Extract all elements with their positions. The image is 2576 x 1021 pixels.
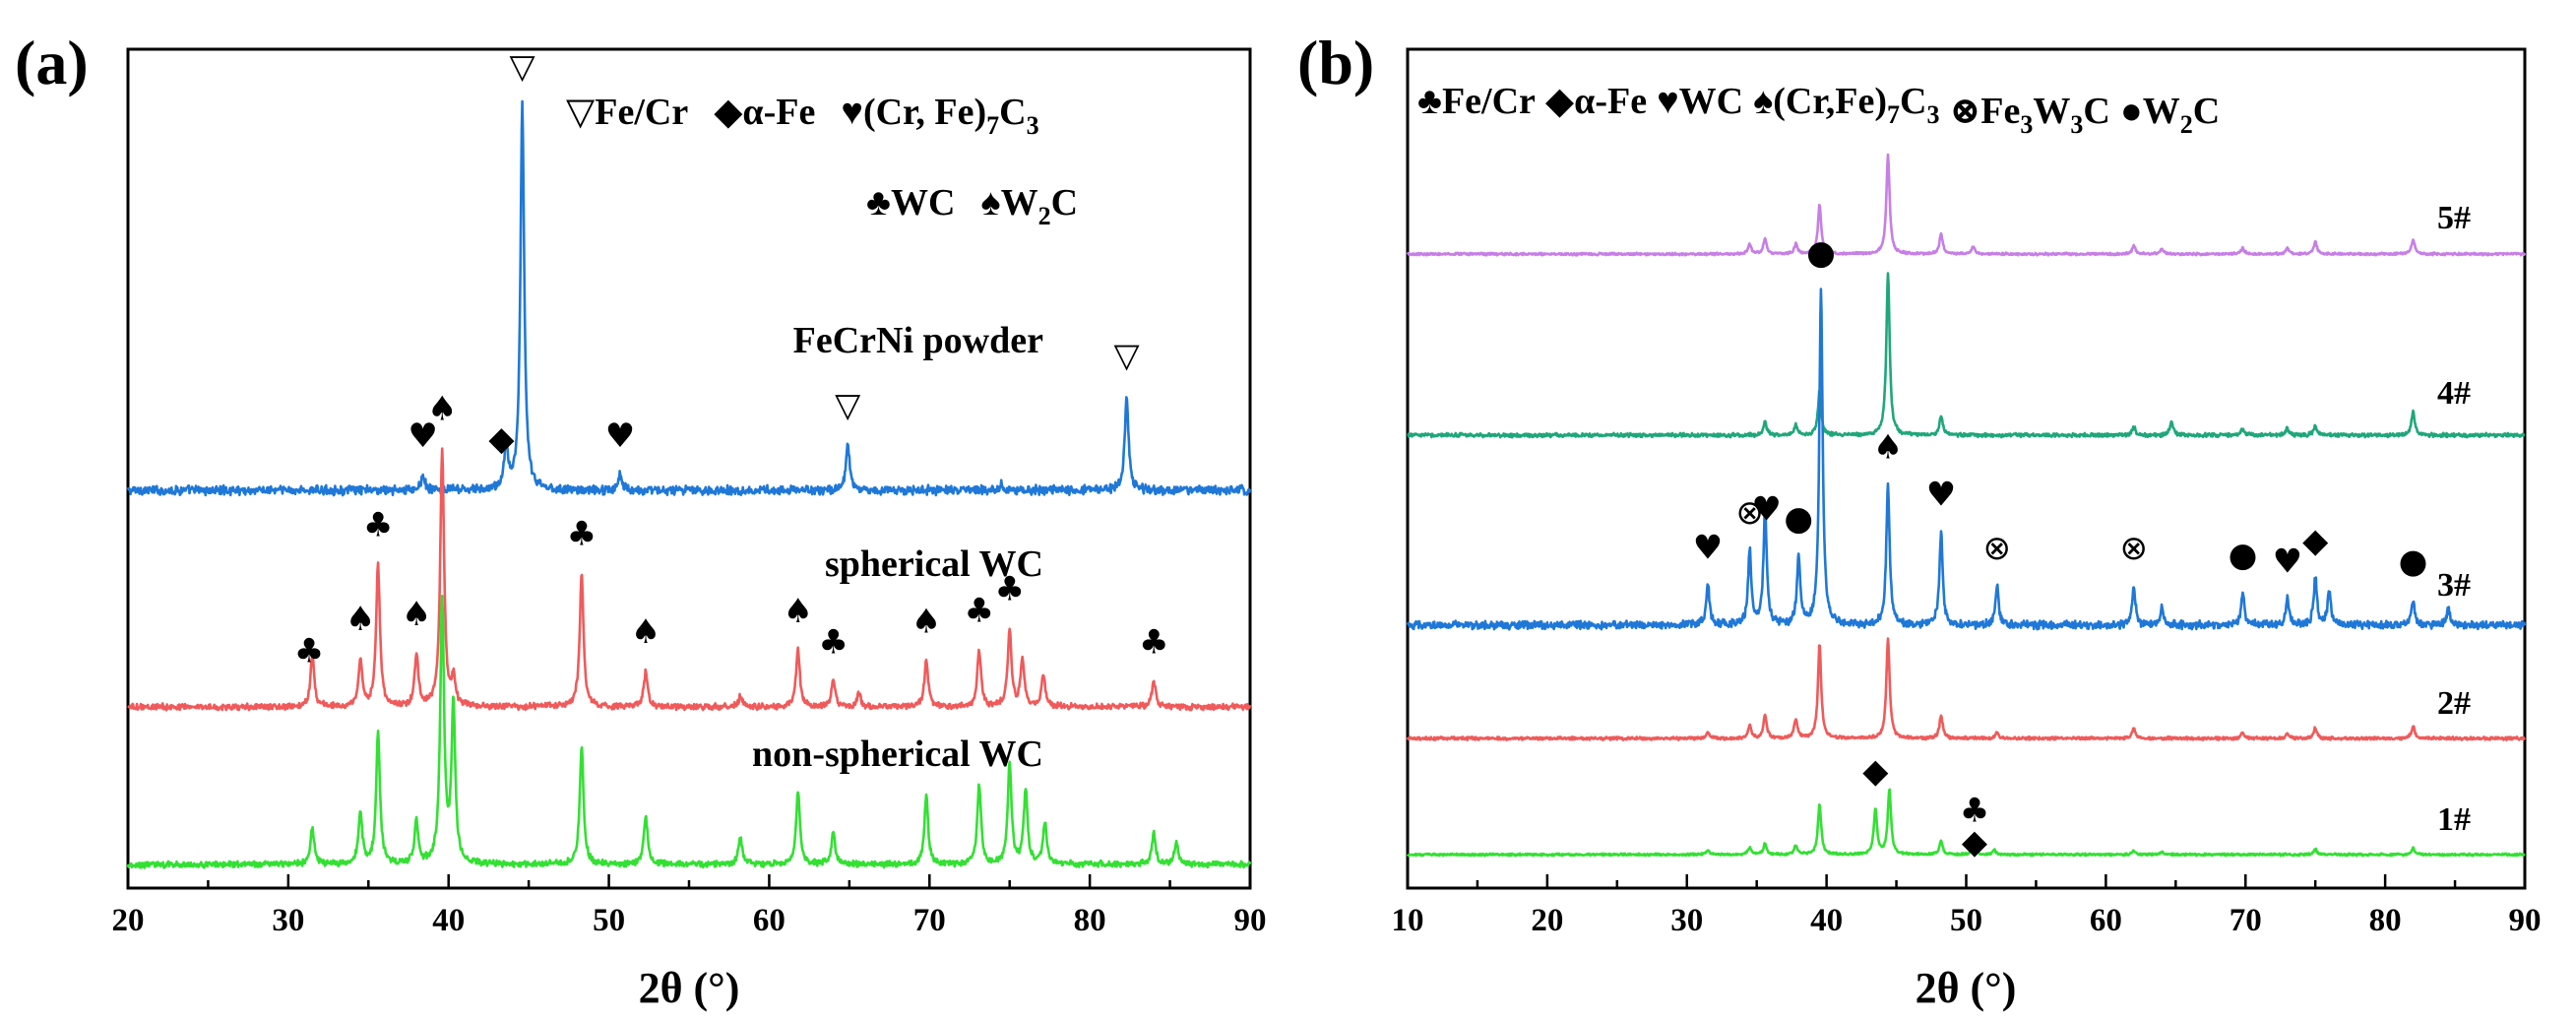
panel-b-letter: (b) <box>1297 28 1374 97</box>
series-label: 3# <box>2437 567 2471 604</box>
peak-marker: ◆ <box>2302 522 2329 561</box>
x-tick-label: 50 <box>593 903 625 938</box>
peak-marker: ♥ <box>2273 542 2302 581</box>
series-label: 4# <box>2437 375 2471 412</box>
peak-marker: ⊗ <box>1735 493 1764 533</box>
panel-a-x-title: 2θ (°) <box>639 964 740 1012</box>
peak-marker: ♠ <box>346 600 375 639</box>
series-line-b-3 <box>1406 287 2527 631</box>
legend-row: ♣WC ♠W2C <box>866 182 1078 230</box>
peak-marker: ♠ <box>911 603 941 642</box>
panel-a-frame <box>126 47 1252 890</box>
series-line-b-5 <box>1406 788 2526 858</box>
series-label: FeCrNi powder <box>793 320 1043 361</box>
series-line-a-1 <box>126 99 1252 497</box>
x-tick-label: 60 <box>2090 903 2122 938</box>
peak-marker: ▽ <box>1114 336 1141 375</box>
panel-a-letter: (a) <box>15 28 89 97</box>
peak-marker: ♠ <box>784 592 813 631</box>
panel-a: (a) 20 30 40 50 60 70 80 90 FeCrNi powder ♥ ◆ ▽ ♥ ▽ ▽… <box>15 28 1267 1012</box>
panel-b-frame <box>1406 47 2527 890</box>
peak-marker: ● <box>2399 542 2428 582</box>
x-tick-label: 70 <box>913 903 946 938</box>
peak-marker: ♥ <box>408 416 437 456</box>
panel-a-series: FeCrNi powder♥ ◆▽♥▽▽spherical WC♣♠♣♠♠♣♠♠♣… <box>126 47 1252 869</box>
series-line-a-3 <box>126 594 1252 869</box>
peak-marker: ● <box>1806 233 1836 273</box>
peak-marker: ♥ <box>1693 529 1723 568</box>
legend-row: ▽Fe/Cr ◆α-Fe ♥(Cr, Fe)7C3 <box>566 92 1039 140</box>
series-line-b-1 <box>1406 153 2527 257</box>
series-line-a-2 <box>127 447 1252 712</box>
series-label: 1# <box>2437 801 2471 838</box>
peak-marker: ♣ <box>294 631 324 670</box>
x-tick-label: 20 <box>1531 903 1563 938</box>
peak-marker: ♣ <box>1960 792 1989 831</box>
peak-marker: ◆ <box>1862 752 1889 792</box>
peak-marker: ▽ <box>510 47 536 87</box>
panel-b: (b) 10 20 30 40 50 60 70 80 90 5#4#3#♥⊗♥ ●●♠♥⊗ ⊗ ● ♥… <box>1297 28 2542 1012</box>
peak-marker: ♣ <box>567 515 597 554</box>
peak-marker: ♥ <box>1751 489 1781 529</box>
x-tick-label: 40 <box>1810 903 1843 938</box>
peak-marker: ⊗ <box>1982 529 2011 568</box>
peak-marker: ♣ <box>965 592 994 631</box>
x-tick-label: 30 <box>1670 903 1703 938</box>
peak-marker: ♣ <box>818 622 848 662</box>
x-tick-label: 80 <box>1074 903 1106 938</box>
x-tick-label: 70 <box>2230 903 2262 938</box>
series-label: non-spherical WC <box>752 734 1043 775</box>
x-tick-label: 90 <box>1234 903 1267 938</box>
panel-a-legend: ▽Fe/Cr ◆α-Fe ♥(Cr, Fe)7C3 ♣WC ♠W2C <box>566 92 1078 230</box>
series-line-b-4 <box>1406 637 2527 741</box>
series-label: 2# <box>2437 685 2471 722</box>
peak-marker: ♠ <box>402 595 431 634</box>
peak-marker: ● <box>1784 499 1813 539</box>
peak-marker: ● <box>2229 536 2258 575</box>
panel-b-series: 5#4#3#♥⊗♥ ●●♠♥⊗ ⊗ ● ♥◆●2#1#◆♣◆ <box>1406 153 2527 862</box>
peak-marker: ♠ <box>427 389 457 428</box>
peak-marker: ◆ <box>488 419 515 459</box>
peak-marker: ♠ <box>631 612 660 652</box>
peak-marker: ♥ <box>605 416 635 456</box>
panel-b-x-title: 2θ (°) <box>1916 964 2017 1012</box>
peak-marker: ♣ <box>994 569 1024 608</box>
x-tick-label: 60 <box>753 903 785 938</box>
series-label: spherical WC <box>825 543 1043 585</box>
panel-b-x-axis: 10 20 30 40 50 60 70 80 90 <box>1392 874 2542 938</box>
peak-marker: ♠ <box>1873 428 1903 468</box>
peak-marker: ♣ <box>1139 623 1168 663</box>
legend-row: ♣Fe/Cr ◆α-Fe ♥WC ♠(Cr,Fe)7C3 ⊗Fe3W3C ●W2C <box>1417 81 2220 139</box>
peak-marker: ▽ <box>835 386 861 425</box>
x-tick-label: 90 <box>2509 903 2542 938</box>
panel-b-legend: ♣Fe/Cr ◆α-Fe ♥WC ♠(Cr,Fe)7C3 ⊗Fe3W3C ●W2C <box>1417 81 2220 139</box>
peak-marker: ⊗ <box>2120 529 2149 568</box>
panel-a-x-axis: 20 30 40 50 60 70 80 90 <box>112 874 1267 938</box>
peak-marker: ♥ <box>1926 475 1956 514</box>
x-tick-label: 10 <box>1392 903 1424 938</box>
x-tick-label: 30 <box>272 903 304 938</box>
peak-marker: ♣ <box>363 506 393 545</box>
x-tick-label: 20 <box>112 903 145 938</box>
x-tick-label: 50 <box>1950 903 1982 938</box>
series-label: 5# <box>2437 200 2471 236</box>
series-line-b-2 <box>1407 272 2526 439</box>
x-tick-label: 40 <box>432 903 465 938</box>
x-tick-label: 80 <box>2369 903 2402 938</box>
peak-marker: ◆ <box>1962 823 1988 862</box>
